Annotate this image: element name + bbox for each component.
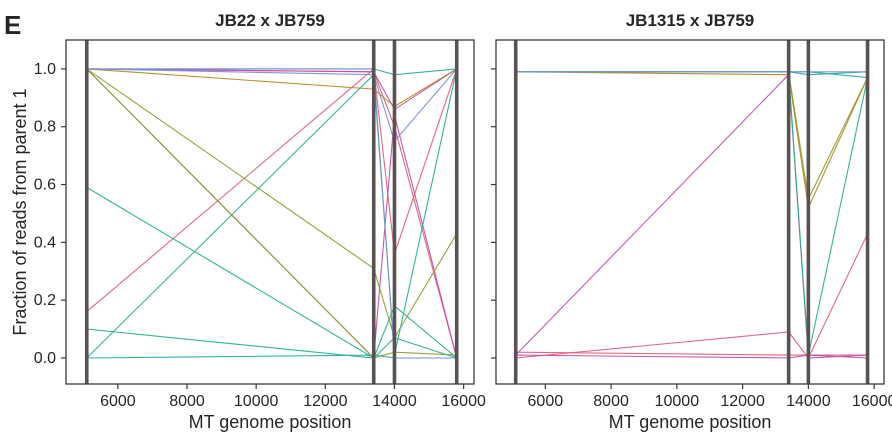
chart-panels: JB22 x JB759 6000 8000 10000 12000 14000 16000…	[34, 11, 892, 432]
x-tick-label: 16000	[852, 393, 892, 410]
plot-frame	[495, 39, 885, 385]
series-line-1	[86, 67, 458, 313]
series-line-6	[515, 71, 869, 201]
x-tick-label: 14000	[372, 393, 417, 410]
y-tick-label: 0.6	[34, 177, 56, 194]
x-tick-label: 8000	[169, 393, 205, 410]
y-tick-label: 0.2	[34, 292, 56, 309]
series-line-4	[515, 354, 868, 359]
y-tick-label: 0.4	[34, 234, 56, 251]
series-line-14	[86, 68, 457, 359]
series-line-4	[86, 68, 458, 111]
series-line-13	[86, 68, 458, 143]
chart-panel-1: JB22 x JB759 6000 8000 10000 12000 14000 16000…	[34, 11, 486, 432]
series-line-6	[86, 68, 458, 340]
y-axis-label: Fraction of reads from parent 1	[10, 88, 30, 335]
x-axis-label: MT genome position	[189, 412, 352, 432]
series-line-2	[86, 68, 458, 359]
series-line-5	[515, 71, 869, 210]
x-tick-label: 6000	[100, 393, 136, 410]
x-tick-label: 6000	[528, 393, 564, 410]
panel-letter: E	[4, 10, 21, 40]
y-tick-label: 1.0	[34, 61, 56, 78]
series-line-8	[86, 186, 458, 359]
x-tick-label: 12000	[720, 393, 765, 410]
series-line-1	[515, 233, 869, 360]
y-tick-label: 0.8	[34, 119, 56, 136]
series-line-5	[86, 68, 457, 108]
x-tick-label: 8000	[593, 393, 629, 410]
series-line-3	[515, 73, 868, 359]
x-tick-label: 10000	[655, 393, 700, 410]
series-line-2	[515, 351, 868, 356]
x-tick-label: 14000	[786, 393, 831, 410]
x-tick-label: 10000	[234, 393, 279, 410]
plot-frame	[65, 39, 475, 385]
series-line-7	[86, 68, 457, 359]
series-line-7	[515, 71, 869, 356]
x-axis-label: MT genome position	[609, 412, 772, 432]
series-line-10	[86, 68, 458, 359]
y-tick-label: 0.0	[34, 350, 56, 367]
x-tick-label: 16000	[441, 393, 486, 410]
chart-title: JB1315 x JB759	[626, 11, 755, 30]
series-line-3	[86, 68, 458, 360]
series-line-9	[86, 328, 457, 359]
chart-panel-2: JB1315 x JB759 6000 8000 10000 12000 14000 160…	[491, 11, 892, 432]
chart-title: JB22 x JB759	[215, 11, 325, 30]
x-tick-label: 12000	[303, 393, 348, 410]
